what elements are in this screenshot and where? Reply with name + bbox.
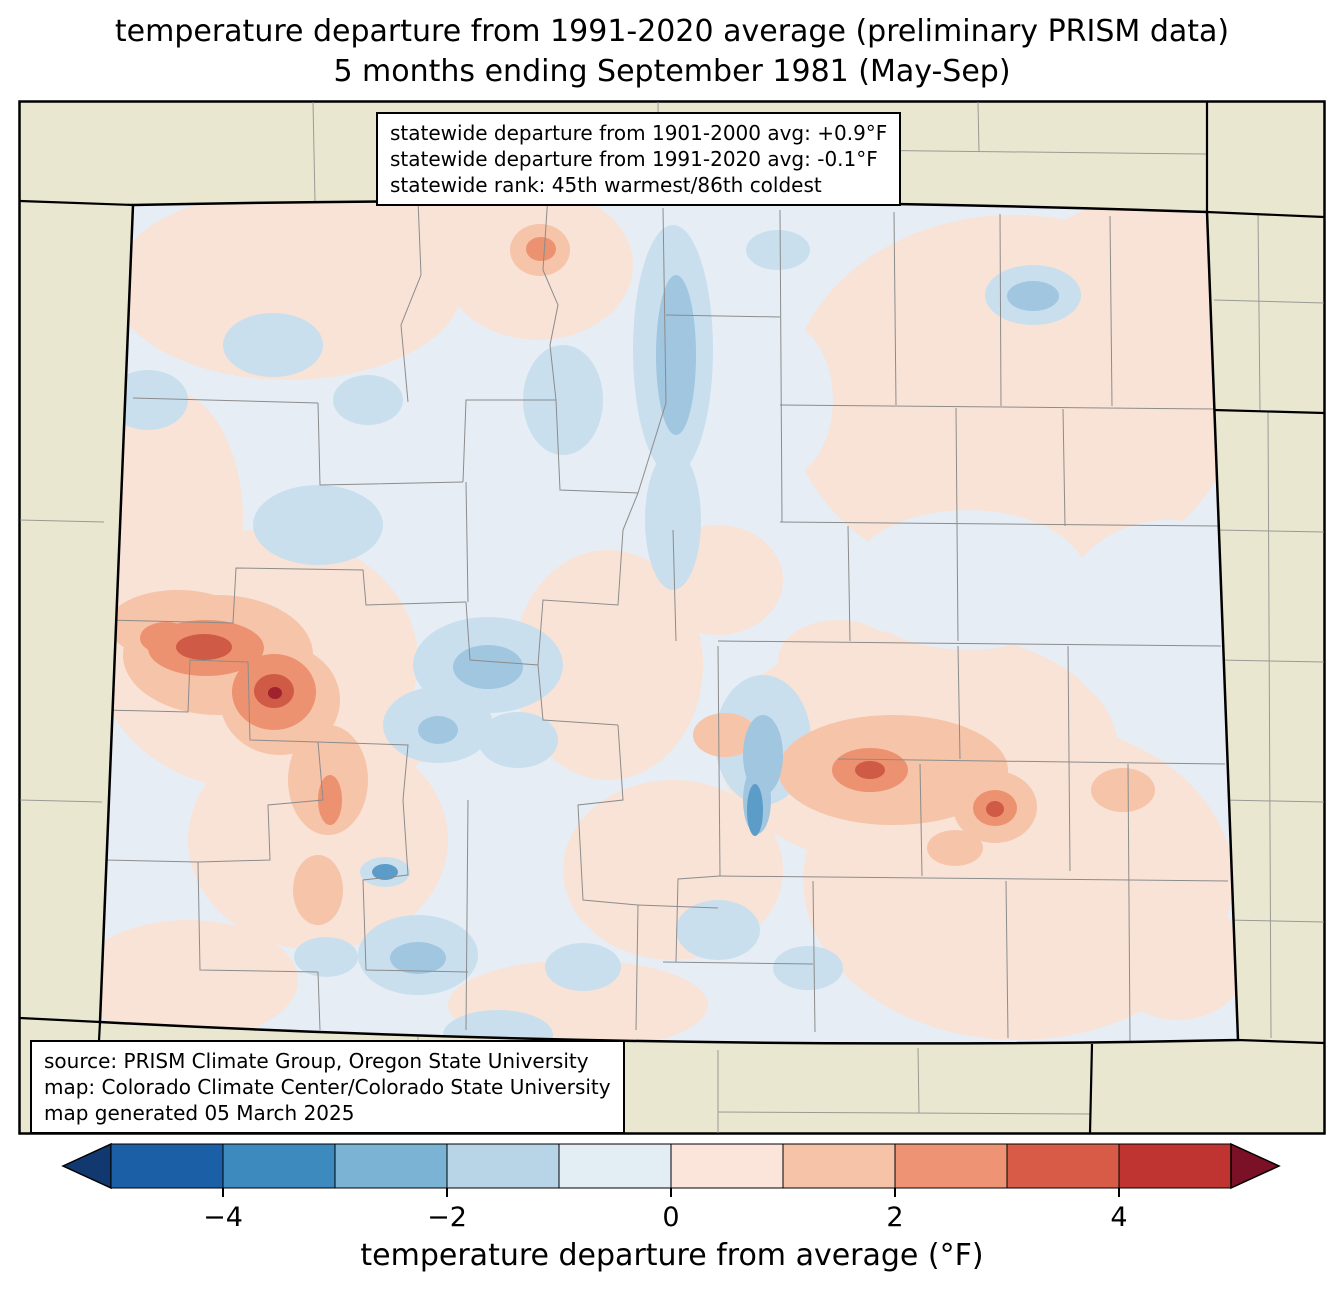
colorbar-label: temperature departure from average (°F) [360,1238,984,1273]
title-line-1: temperature departure from 1991-2020 ave… [114,14,1230,49]
colorbar-tick-label: 2 [886,1202,903,1233]
colorbar-tick-label: −4 [203,1202,243,1233]
colorbar: −4 −2 0 2 4 temperature departure from avera… [61,1142,1283,1273]
colorbar-svg: −4 −2 0 2 4 [61,1142,1281,1233]
colorbar-tick-label: 4 [1110,1202,1127,1233]
source-line-3: map generated 05 March 2025 [44,1101,355,1125]
cool-light-anomaly-layer [108,225,1081,1044]
source-line-2: map: Colorado Climate Center/Colorado St… [44,1075,611,1099]
chart-title: temperature departure from 1991-2020 ave… [0,12,1344,91]
cool-strong-anomaly-layer [372,784,763,880]
colorbar-right-arrow [1230,1142,1281,1190]
county-lines [103,200,1229,1042]
source-line-1: source: PRISM Climate Group, Oregon Stat… [44,1049,589,1073]
colorbar-tick-label: 0 [662,1202,679,1233]
stats-line-2: statewide departure from 1991-2020 avg: … [390,147,878,171]
colorbar-left-arrow [61,1142,112,1190]
colorbar-tick-label: −2 [427,1202,467,1233]
source-box: source: PRISM Climate Group, Oregon Stat… [30,1040,625,1134]
warm-max-anomaly-layer [268,687,282,699]
map-area: statewide departure from 1901-2000 avg: … [18,100,1326,1135]
stats-box: statewide departure from 1901-2000 avg: … [376,112,902,206]
stats-line-3: statewide rank: 45th warmest/86th coldes… [390,173,822,197]
stats-line-1: statewide departure from 1901-2000 avg: … [390,121,888,145]
title-line-2: 5 months ending September 1981 (May-Sep) [333,53,1011,89]
colorado-map-svg [18,100,1326,1135]
